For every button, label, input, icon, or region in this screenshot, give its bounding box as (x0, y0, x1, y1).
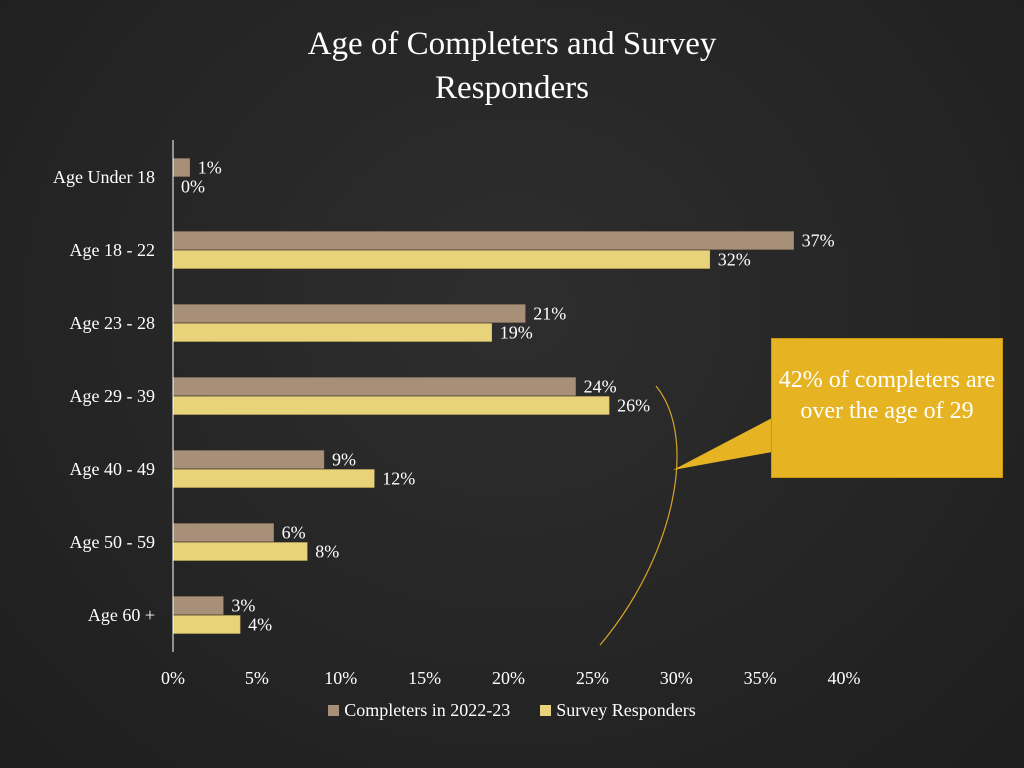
category-label: Age 18 - 22 (70, 240, 155, 260)
bar-responders (172, 542, 308, 561)
x-tick-label: 15% (408, 668, 441, 688)
legend-label-completers: Completers in 2022-23 (344, 700, 511, 720)
legend-swatch-completers (328, 705, 340, 716)
data-labels: 1%0% 37% 32% 21%19% 24%26% 9% 12% 6% 8% 3%4% (181, 158, 835, 635)
data-label-responders: 26% (617, 396, 650, 416)
x-tick-label: 0% (161, 668, 185, 688)
bar-responders (172, 323, 492, 342)
category-label: Age 40 - 49 (70, 459, 155, 479)
x-tick-label: 35% (744, 668, 777, 688)
data-label-completers: 9% (332, 450, 356, 470)
category-label: Age 23 - 28 (70, 313, 155, 333)
data-label-completers: 6% (282, 523, 306, 543)
data-label-responders: 32% (718, 250, 751, 270)
data-label-responders: 8% (315, 542, 339, 562)
bar-completers (172, 523, 274, 542)
data-label-responders: 4% (248, 615, 272, 635)
legend-swatch-responders (540, 705, 552, 716)
data-label-completers: 24% (584, 377, 617, 397)
data-label-completers: 3% (231, 596, 255, 616)
bar-responders (172, 469, 375, 488)
data-label-completers: 21% (533, 304, 566, 324)
bracket-curve (599, 385, 678, 646)
category-label: Age 60 + (88, 605, 155, 625)
bar-completers (172, 231, 794, 250)
bar-responders (172, 615, 241, 634)
callout-box: 42% of completers are over the age of 29 (771, 338, 1003, 478)
chart-title-line-1: Age of Completers and Survey (307, 26, 717, 62)
legend-label-responders: Survey Responders (556, 700, 696, 720)
x-tick-label: 30% (660, 668, 693, 688)
data-label-responders: 0% (181, 177, 205, 197)
chart-title-line-2: Responders (435, 70, 589, 106)
bar-completers (172, 304, 526, 323)
data-label-completers: 37% (802, 231, 835, 251)
category-label: Age 29 - 39 (70, 386, 155, 406)
data-label-responders: 19% (500, 323, 533, 343)
legend: Completers in 2022-23 Survey Responders (0, 700, 1024, 721)
category-label: Age 50 - 59 (70, 532, 155, 552)
x-tick-label: 20% (492, 668, 525, 688)
legend-item-responders: Survey Responders (540, 700, 696, 721)
callout-pointer (673, 418, 772, 470)
bar-completers (172, 377, 576, 396)
x-tick-label: 10% (324, 668, 357, 688)
data-label-completers: 1% (198, 158, 222, 178)
data-label-responders: 12% (382, 469, 415, 489)
chart-title: Age of Completers and Survey Responders (212, 22, 812, 110)
x-tick-label: 5% (245, 668, 269, 688)
bar-responders (172, 250, 711, 269)
x-tick-labels: 0% 5% 10% 15% 20% 25% 30% 35% 40% (161, 668, 861, 688)
bar-completers (172, 450, 325, 469)
bars-group (172, 158, 794, 634)
category-labels: Age Under 18 Age 18 - 22 Age 23 - 28 Age 29… (53, 167, 155, 625)
bar-completers (172, 596, 224, 615)
x-tick-label: 25% (576, 668, 609, 688)
legend-item-completers: Completers in 2022-23 (328, 700, 510, 721)
category-label: Age Under 18 (53, 167, 155, 187)
bar-responders (172, 396, 610, 415)
x-tick-label: 40% (828, 668, 861, 688)
callout-text: 42% of completers are over the age of 29 (778, 367, 996, 424)
bar-completers (172, 158, 191, 177)
